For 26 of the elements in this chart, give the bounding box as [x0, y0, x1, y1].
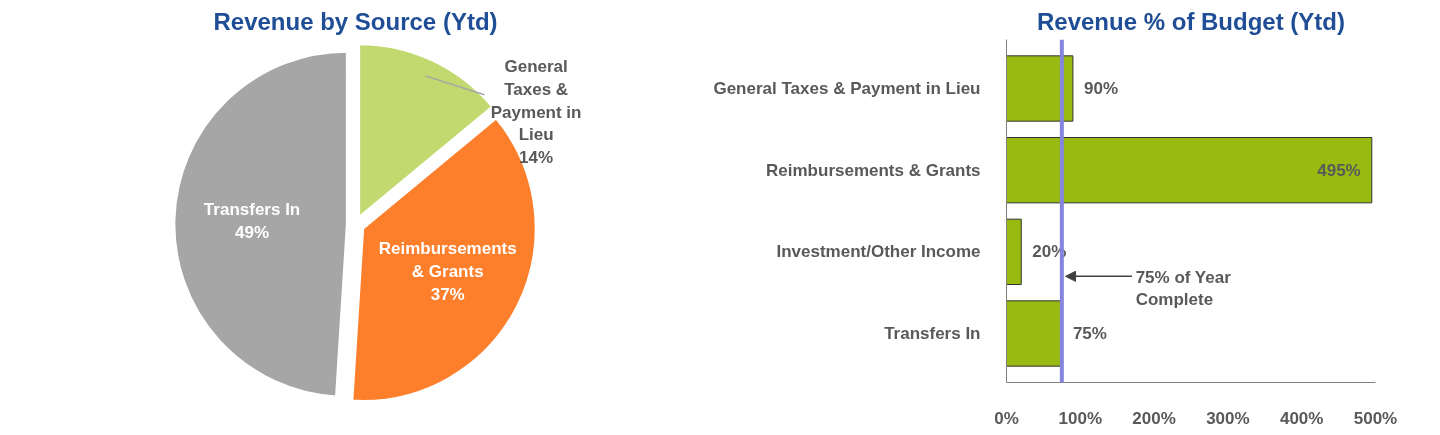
- data-label: 14%: [519, 148, 554, 168]
- slice-label: Reimbursements & Grants: [378, 239, 517, 282]
- data-label: 495%: [1317, 160, 1361, 180]
- chart-title: Revenue by Source (Ytd): [213, 7, 498, 35]
- ref-line-label: 75% of Year Complete: [1135, 267, 1232, 310]
- data-label: 37%: [430, 284, 465, 304]
- y-tick-label: General Taxes & Payment in Lieu: [713, 79, 981, 98]
- bar: [1006, 218, 1022, 285]
- x-tick-label: 0%: [994, 408, 1019, 428]
- x-tick-label: 400%: [1279, 408, 1324, 428]
- bar: [1006, 300, 1063, 367]
- bar: [1006, 137, 1373, 204]
- slice-label: General Taxes & Payment in Lieu: [490, 57, 582, 145]
- x-tick-label: 500%: [1353, 408, 1398, 428]
- chart-title: Revenue % of Budget (Ytd): [1037, 7, 1346, 35]
- data-label: 49%: [235, 223, 270, 243]
- y-tick-label: Transfers In: [884, 324, 981, 343]
- bar: [1006, 55, 1074, 122]
- data-label: 75%: [1072, 324, 1107, 343]
- x-tick-label: 100%: [1058, 408, 1103, 428]
- slice-label: Transfers In: [203, 200, 301, 220]
- x-tick-label: 200%: [1132, 408, 1176, 428]
- x-tick-label: 300%: [1206, 408, 1250, 428]
- data-label: 90%: [1083, 79, 1119, 98]
- y-tick-label: Reimbursements & Grants: [766, 160, 981, 180]
- y-tick-label: Investment/Other Income: [776, 242, 981, 262]
